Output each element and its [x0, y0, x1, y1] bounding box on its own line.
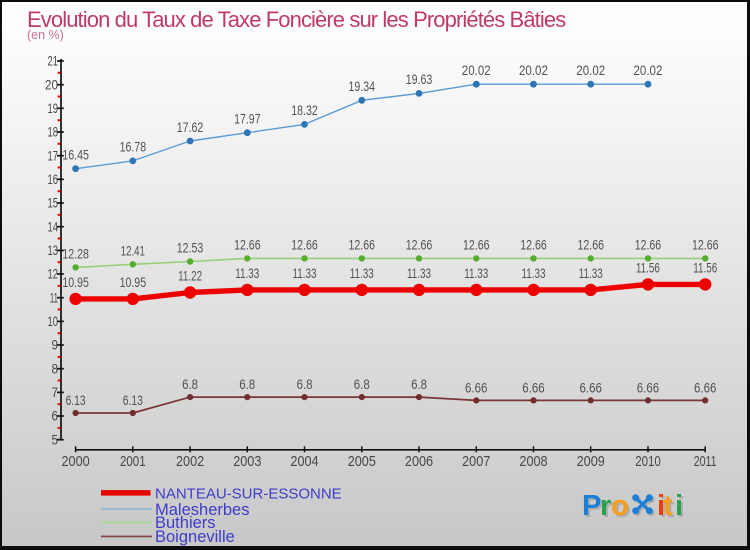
- svg-text:2006: 2006: [405, 454, 433, 470]
- svg-text:5: 5: [52, 432, 59, 447]
- svg-text:2002: 2002: [176, 454, 204, 470]
- svg-text:11.33: 11.33: [293, 266, 317, 281]
- svg-text:6.13: 6.13: [66, 393, 86, 408]
- svg-text:11.33: 11.33: [579, 266, 603, 281]
- svg-text:15: 15: [48, 196, 59, 211]
- svg-text:11.33: 11.33: [350, 266, 374, 281]
- svg-text:P: P: [582, 490, 601, 522]
- svg-text:12.66: 12.66: [291, 237, 318, 252]
- svg-text:7: 7: [52, 385, 59, 400]
- svg-text:19: 19: [48, 101, 59, 116]
- svg-text:Boigneville: Boigneville: [155, 528, 235, 546]
- svg-text:17.62: 17.62: [177, 120, 204, 135]
- svg-text:2010: 2010: [635, 454, 661, 470]
- svg-text:8: 8: [52, 361, 59, 376]
- svg-text:12.66: 12.66: [635, 237, 662, 252]
- svg-text:6.66: 6.66: [465, 380, 487, 395]
- svg-text:20.02: 20.02: [576, 63, 605, 78]
- svg-text:14: 14: [48, 219, 59, 234]
- svg-text:o: o: [611, 490, 629, 522]
- svg-text:20: 20: [45, 77, 58, 92]
- svg-text:i: i: [677, 492, 685, 524]
- svg-text:11.33: 11.33: [464, 266, 488, 281]
- svg-text:12.66: 12.66: [520, 237, 547, 252]
- svg-text:6.8: 6.8: [411, 377, 427, 392]
- svg-text:17: 17: [48, 148, 59, 163]
- svg-text:2008: 2008: [519, 454, 547, 470]
- svg-text:Evolution du Taux de Taxe Fonc: Evolution du Taux de Taxe Foncière sur l…: [27, 7, 566, 32]
- svg-text:20.02: 20.02: [519, 63, 548, 78]
- svg-text:o: o: [613, 492, 631, 524]
- svg-text:i: i: [659, 492, 667, 524]
- svg-text:16.45: 16.45: [62, 148, 89, 163]
- svg-text:6.66: 6.66: [694, 380, 716, 395]
- svg-text:11: 11: [50, 290, 58, 305]
- svg-text:12.66: 12.66: [234, 237, 261, 252]
- svg-text:i: i: [675, 490, 683, 522]
- svg-text:12.28: 12.28: [62, 246, 89, 261]
- svg-text:i: i: [657, 490, 665, 522]
- svg-text:10.95: 10.95: [62, 275, 89, 290]
- svg-text:NANTEAU-SUR-ESSONNE: NANTEAU-SUR-ESSONNE: [155, 485, 342, 502]
- svg-text:6.13: 6.13: [123, 393, 143, 408]
- svg-text:t: t: [665, 492, 675, 524]
- svg-text:6.66: 6.66: [637, 380, 659, 395]
- svg-text:6.66: 6.66: [522, 380, 544, 395]
- svg-text:2001: 2001: [120, 454, 146, 470]
- svg-text:6.8: 6.8: [239, 377, 255, 392]
- svg-text:16.78: 16.78: [120, 140, 147, 155]
- svg-text:6.66: 6.66: [580, 380, 602, 395]
- svg-text:11.33: 11.33: [407, 266, 431, 281]
- svg-text:12.53: 12.53: [177, 241, 204, 256]
- svg-text:P: P: [584, 492, 603, 524]
- svg-text:2003: 2003: [233, 454, 261, 470]
- svg-text:r: r: [600, 490, 611, 522]
- svg-text:12: 12: [48, 267, 59, 282]
- svg-text:11.56: 11.56: [636, 260, 660, 275]
- svg-text:20.02: 20.02: [634, 63, 663, 78]
- svg-text:2011: 2011: [694, 454, 717, 470]
- svg-text:12.66: 12.66: [692, 237, 719, 252]
- svg-text:6.8: 6.8: [354, 377, 370, 392]
- svg-text:20.02: 20.02: [462, 63, 491, 78]
- svg-text:9: 9: [52, 338, 59, 353]
- svg-text:6: 6: [52, 409, 59, 424]
- svg-text:r: r: [602, 492, 613, 524]
- svg-text:Buthiers: Buthiers: [155, 514, 216, 532]
- svg-text:16: 16: [48, 172, 59, 187]
- svg-text:Malesherbes: Malesherbes: [155, 501, 249, 519]
- svg-text:21: 21: [48, 54, 59, 69]
- svg-text:11.22: 11.22: [178, 269, 202, 284]
- svg-text:12.41: 12.41: [121, 243, 145, 258]
- svg-text:12.66: 12.66: [349, 237, 376, 252]
- svg-text:12.66: 12.66: [463, 237, 490, 252]
- svg-text:t: t: [663, 490, 673, 522]
- svg-text:6.8: 6.8: [182, 377, 198, 392]
- svg-text:6.8: 6.8: [297, 377, 313, 392]
- svg-text:11.56: 11.56: [693, 260, 717, 275]
- svg-text:(en %): (en %): [27, 28, 64, 42]
- svg-text:11.33: 11.33: [235, 266, 259, 281]
- svg-text:18.32: 18.32: [291, 103, 318, 118]
- svg-text:18: 18: [48, 125, 59, 140]
- svg-text:12.66: 12.66: [578, 237, 605, 252]
- svg-text:19.63: 19.63: [406, 72, 433, 87]
- svg-text:13: 13: [48, 243, 59, 258]
- svg-text:2004: 2004: [290, 454, 318, 470]
- svg-text:17.97: 17.97: [234, 112, 261, 127]
- svg-text:19.34: 19.34: [349, 79, 376, 94]
- svg-text:2005: 2005: [348, 454, 376, 470]
- svg-text:2009: 2009: [577, 454, 605, 470]
- svg-text:12.66: 12.66: [406, 237, 433, 252]
- svg-text:2000: 2000: [62, 454, 90, 470]
- svg-text:10: 10: [48, 314, 59, 329]
- svg-text:2007: 2007: [462, 454, 490, 470]
- svg-text:11.33: 11.33: [522, 266, 546, 281]
- svg-text:10.95: 10.95: [120, 275, 147, 290]
